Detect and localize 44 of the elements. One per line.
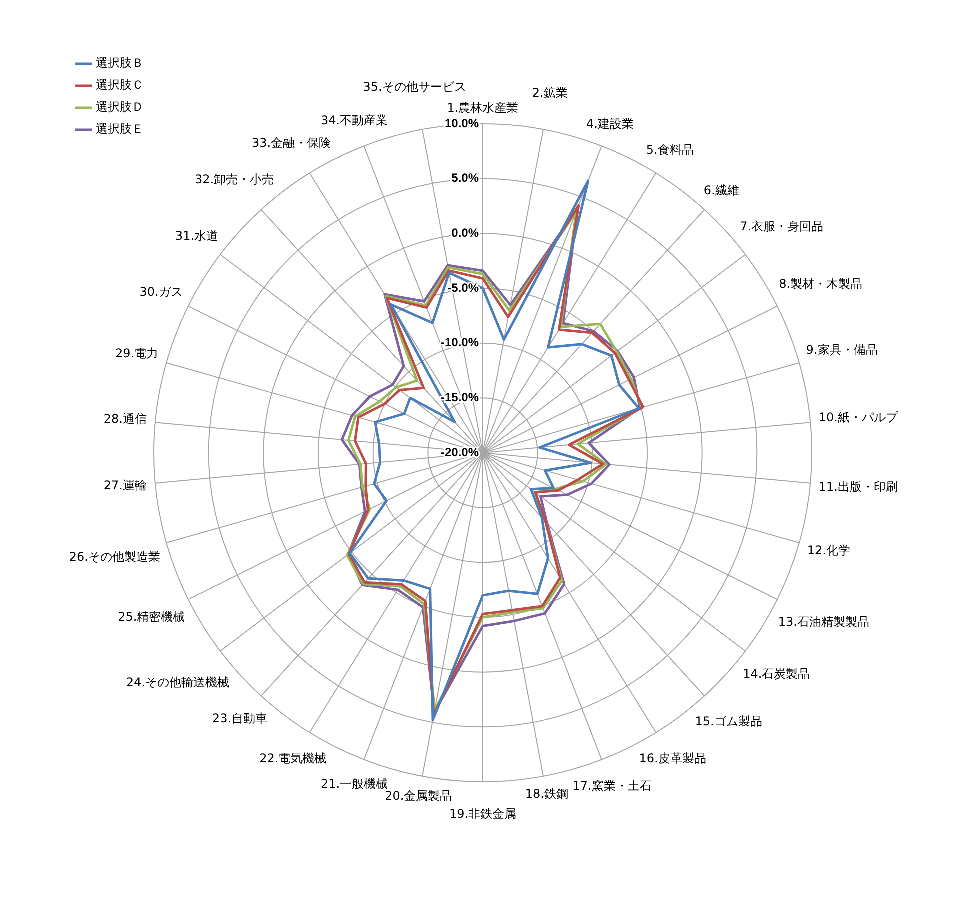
spoke-label: 30.ガス xyxy=(140,284,183,299)
spoke-label: 21.一般機械 xyxy=(320,776,388,791)
spoke-label: 19.非鉄金属 xyxy=(449,807,517,822)
spoke-label: 10.紙・パルプ xyxy=(818,410,899,424)
spoke-label: 13.石油精製製品 xyxy=(778,614,870,629)
spoke-label: 7.衣服・身回品 xyxy=(740,219,824,234)
legend-label: 選択肢Ｃ xyxy=(96,78,144,92)
spoke-label: 31.水道 xyxy=(175,229,219,244)
spoke-label: 29.電力 xyxy=(116,346,159,361)
y-tick-label: 5.0% xyxy=(452,171,480,186)
spoke-label: 35.その他サービス xyxy=(363,80,466,94)
spoke-label: 25.精密機械 xyxy=(118,610,186,624)
spoke-label: 33.金融・保険 xyxy=(252,136,332,150)
spoke-label: 27.運輸 xyxy=(104,478,147,492)
spoke-label: 26.その他製造業 xyxy=(69,550,160,564)
y-tick-label: -10.0% xyxy=(440,336,480,350)
spoke-label: 6.繊維 xyxy=(704,183,740,198)
spoke-label: 16.皮革製品 xyxy=(639,752,706,766)
spoke-label: 9.家具・備品 xyxy=(806,342,878,357)
spoke-label: 8.製材・木製品 xyxy=(779,276,863,291)
spoke-label: 2.鉱業 xyxy=(532,86,568,100)
legend-label: 選択肢Ｄ xyxy=(96,100,144,114)
spoke-label: 1.農林水産業 xyxy=(447,101,519,116)
spoke-label: 11.出版・印刷 xyxy=(818,480,898,494)
spoke-label: 17.窯業・土石 xyxy=(572,778,652,793)
spoke-label: 4.建設業 xyxy=(586,116,634,131)
spoke-label: 32.卸売・小売 xyxy=(194,172,274,187)
spoke-label: 22.電気機械 xyxy=(260,752,327,766)
y-tick-label: 0.0% xyxy=(452,226,480,240)
spoke-label: 18.鉄鋼 xyxy=(525,787,568,802)
y-tick-label: 10.0% xyxy=(444,116,480,130)
spoke-label: 12.化学 xyxy=(807,544,850,558)
spoke-label: 20.金属製品 xyxy=(385,789,452,804)
spoke-label: 5.食料品 xyxy=(646,142,694,157)
legend-label: 選択肢Ｂ xyxy=(96,56,144,70)
spoke-label: 23.自動車 xyxy=(212,712,268,726)
spoke-label: 34.不動産業 xyxy=(320,113,388,128)
spoke-label: 28.通信 xyxy=(104,412,147,426)
spoke-label: 15.ゴム製品 xyxy=(695,714,762,729)
spoke-label: 24.その他輸送機械 xyxy=(126,676,230,690)
spoke-label: 14.石炭製品 xyxy=(743,666,810,681)
legend-label: 選択肢Ｅ xyxy=(96,122,144,136)
y-tick-label: -5.0% xyxy=(448,280,480,295)
y-tick-label: -20.0% xyxy=(440,445,480,460)
